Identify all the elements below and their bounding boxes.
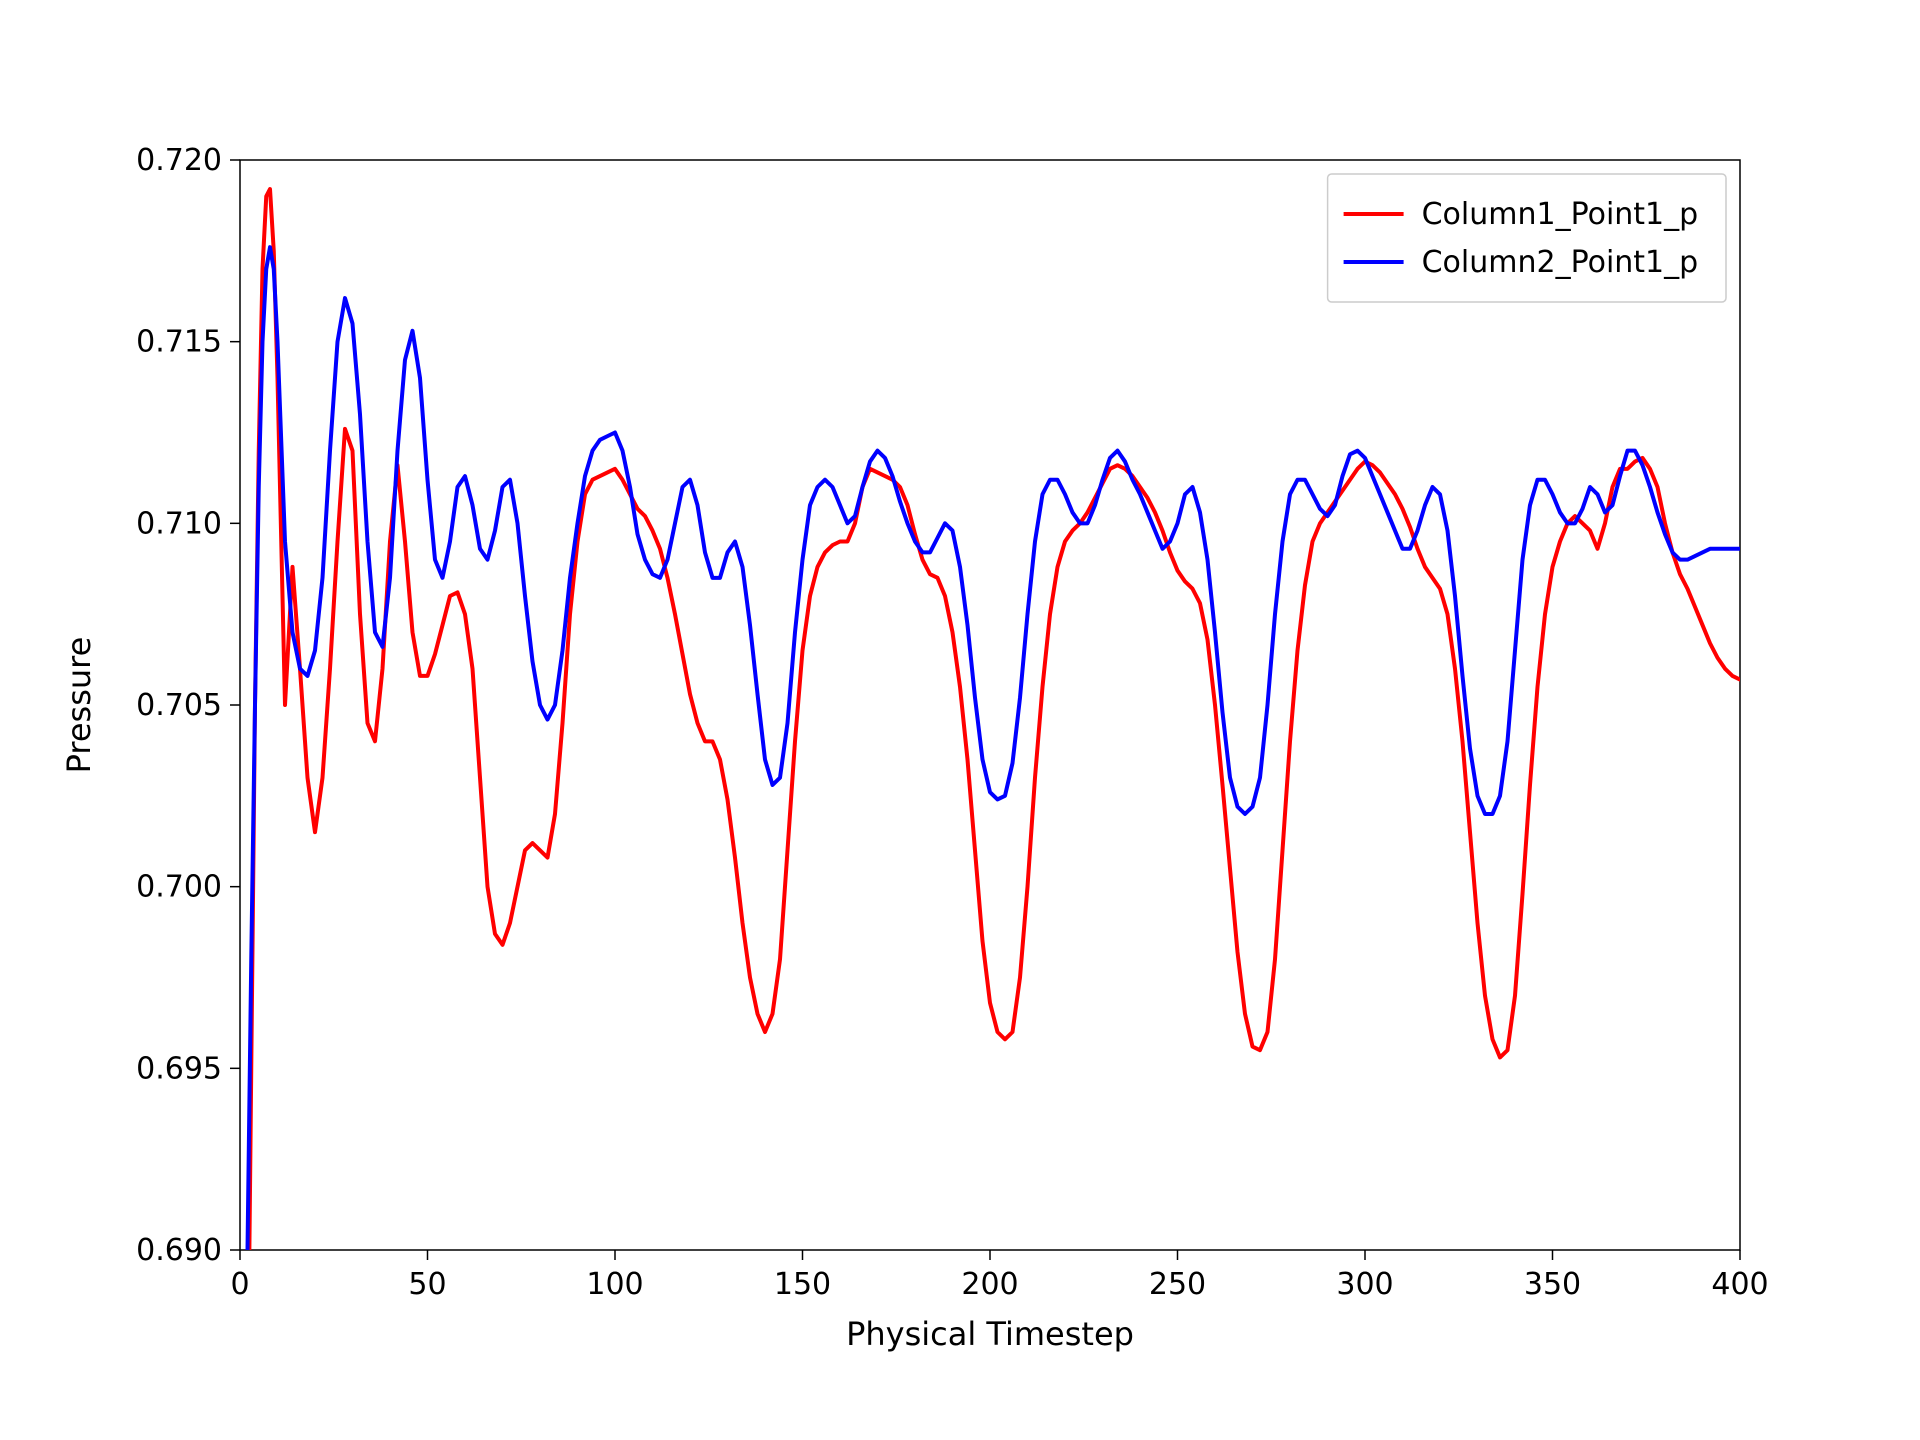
- x-tick-label: 0: [230, 1267, 249, 1302]
- x-tick-label: 200: [961, 1267, 1018, 1302]
- y-tick-label: 0.710: [136, 506, 222, 541]
- y-tick-label: 0.720: [136, 143, 222, 178]
- legend-label: Column1_Point1_p: [1422, 197, 1699, 232]
- plot-area: [240, 160, 1740, 1250]
- chart-svg: 0 50 100 150 200 250 300 350 400 0.690 0.695 0.700 0…: [0, 0, 1920, 1440]
- x-tick-label: 150: [774, 1267, 831, 1302]
- x-tick-label: 50: [408, 1267, 446, 1302]
- y-tick-label: 0.715: [136, 325, 222, 360]
- x-tick-label: 400: [1711, 1267, 1768, 1302]
- y-axis-label: Pressure: [60, 637, 98, 774]
- x-axis-label: Physical Timestep: [846, 1315, 1134, 1353]
- x-tick-label: 350: [1524, 1267, 1581, 1302]
- x-tick-label: 100: [586, 1267, 643, 1302]
- x-tick-label: 250: [1149, 1267, 1206, 1302]
- legend-label: Column2_Point1_p: [1422, 245, 1699, 280]
- legend-box: [1328, 174, 1726, 302]
- y-tick-label: 0.695: [136, 1051, 222, 1086]
- y-tick-label: 0.705: [136, 688, 222, 723]
- y-tick-label: 0.690: [136, 1233, 222, 1268]
- y-tick-label: 0.700: [136, 870, 222, 905]
- x-tick-label: 300: [1336, 1267, 1393, 1302]
- pressure-line-chart: 0 50 100 150 200 250 300 350 400 0.690 0.695 0.700 0…: [0, 0, 1920, 1440]
